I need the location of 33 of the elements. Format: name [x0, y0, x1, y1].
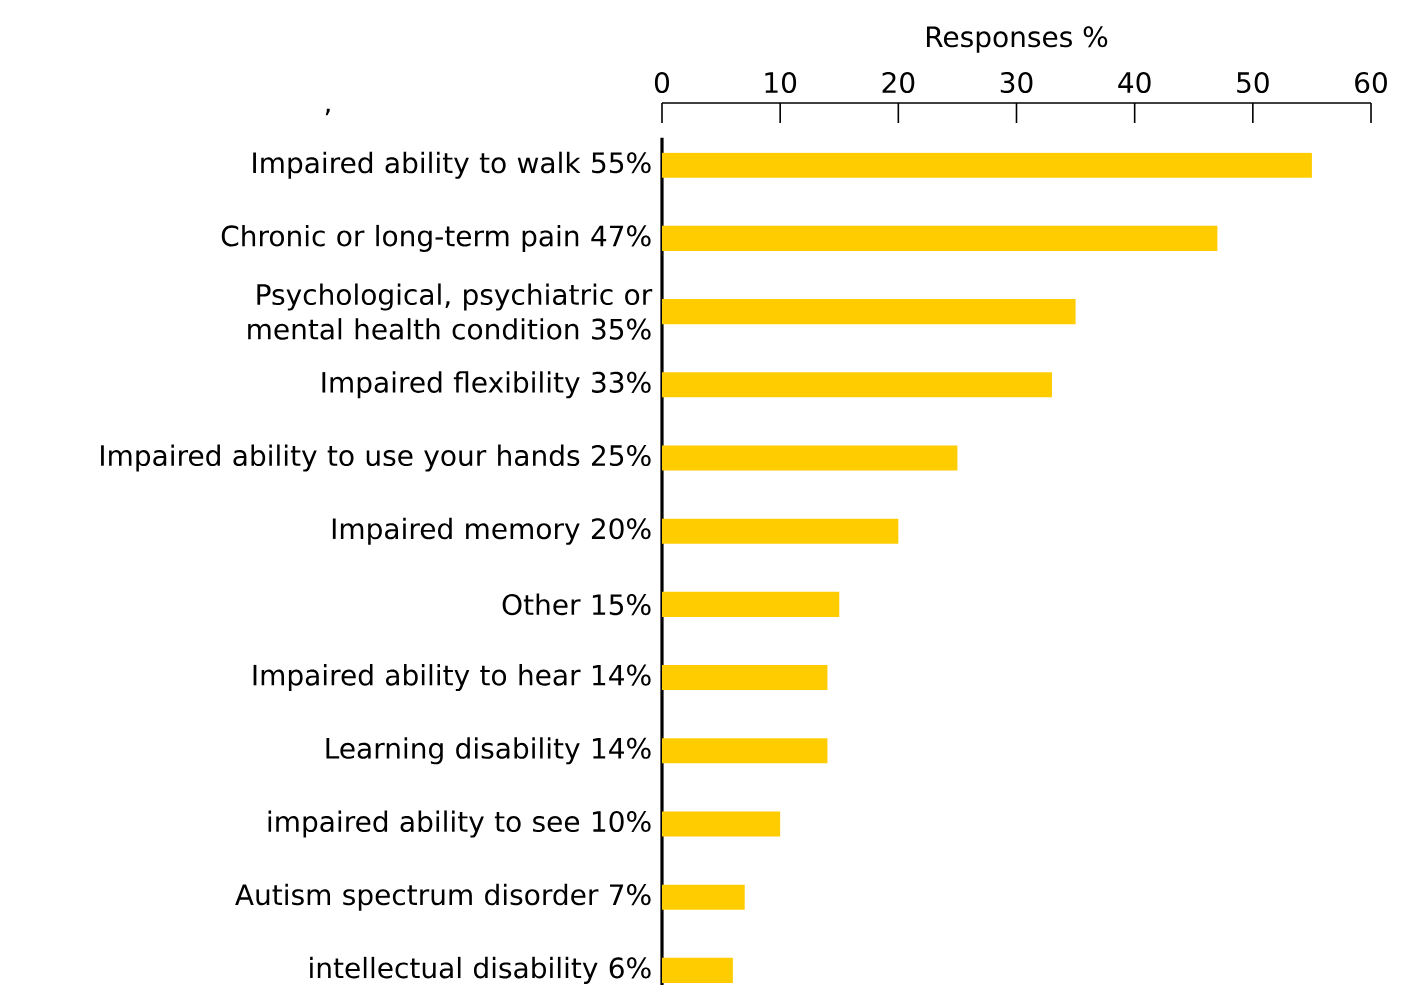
text: ,: [325, 108, 330, 116]
x-tick-label: 10: [765, 71, 797, 94]
x-tick-label: 60: [1355, 71, 1387, 94]
y-tick-label: Chronic or long-term pain 47%: [221, 224, 651, 252]
bar: [662, 152, 1312, 178]
bar: [662, 738, 828, 764]
y-tick-label: Impaired memory 20%: [332, 517, 651, 545]
bar: [662, 884, 745, 910]
bar: [662, 372, 1052, 398]
y-tick-label: Impaired ability to hear 14%: [253, 664, 651, 692]
y-tick-label: Other 15%: [502, 593, 651, 616]
bar: [662, 811, 781, 837]
x-tick-label: 30: [1000, 71, 1033, 94]
y-tick-label: intellectual disability 6%: [310, 956, 651, 984]
bar: [662, 957, 733, 983]
bar: [662, 225, 1218, 251]
y-tick-label: Impaired flexibility 33%: [322, 371, 651, 399]
bar: [662, 518, 899, 544]
bar: [662, 591, 840, 617]
y-tick-label: Impaired ability to use your hands 25%: [101, 444, 651, 472]
x-tick-label: 40: [1118, 71, 1151, 94]
x-tick-label: 0: [654, 71, 670, 94]
x-tick-label: 50: [1237, 71, 1269, 94]
x-tick-label: 20: [882, 71, 915, 94]
y-tick-label: Impaired ability to walk 55%: [253, 151, 651, 179]
bar: [662, 299, 1076, 325]
bar: [662, 665, 828, 691]
y-tick-label: Learning disability 14%: [326, 737, 651, 765]
y-tick-label: Psychological, psychiatric or mental health condition 35%: [248, 283, 653, 340]
bar: [662, 445, 958, 471]
y-tick-label: Autism spectrum disorder 7%: [235, 883, 651, 911]
y-tick-label: impaired ability to see 10%: [268, 810, 651, 838]
x-axis-title: Responses %: [926, 26, 1108, 53]
